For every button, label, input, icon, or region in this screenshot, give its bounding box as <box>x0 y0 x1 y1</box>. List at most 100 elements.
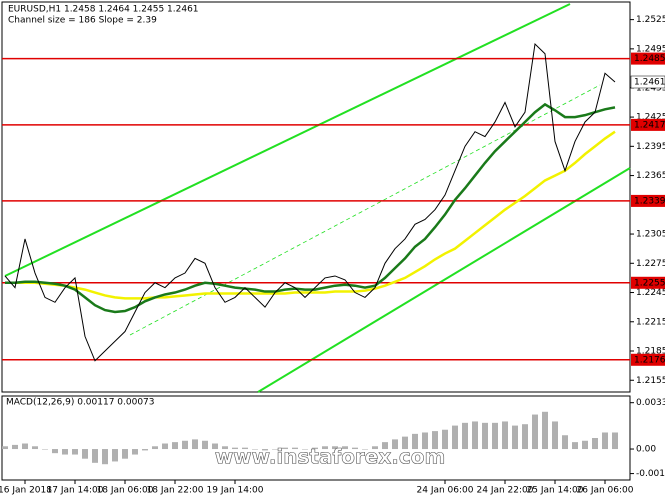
macd-bar <box>552 421 558 450</box>
macd-bar <box>32 446 38 450</box>
macd-panel <box>1 395 631 481</box>
macd-bar <box>242 447 248 450</box>
y-tick-label: 1.2455 <box>636 83 665 93</box>
macd-bar <box>542 411 548 450</box>
macd-bar <box>132 449 138 455</box>
plot: 1.2525 1.2495 1.2455 1.2425 1.2395 1.2365 1.23… <box>0 15 665 496</box>
macd-bar <box>262 449 268 451</box>
x-tick-label: 24 Jan 22:00 <box>477 486 534 496</box>
macd-bar <box>612 432 618 450</box>
level-label-box <box>631 276 665 289</box>
x-tick-label: 17 Jan 14:00 <box>47 486 104 496</box>
price-panel <box>1 1 631 393</box>
macd-bar <box>472 421 478 450</box>
macd-bar <box>222 446 228 450</box>
y-tick-label: 1.2275 <box>636 259 665 269</box>
macd-bar <box>312 447 318 450</box>
y-tick-label: 1.2395 <box>636 142 665 152</box>
x-tick-label: 25 Jan 14:00 <box>527 486 584 496</box>
macd-bar <box>372 446 378 450</box>
macd-bar <box>142 449 148 451</box>
macd-bar <box>382 442 388 450</box>
macd-bar <box>342 446 348 450</box>
y-tick-label: 1.2305 <box>636 230 665 240</box>
macd-bar <box>572 442 578 450</box>
macd-bar <box>52 449 58 454</box>
macd-bar <box>212 443 218 450</box>
macd-bar <box>322 446 328 450</box>
macd-bar <box>202 440 208 450</box>
x-tick-label: 18 Jan 06:00 <box>97 486 154 496</box>
last-price-box <box>630 75 665 89</box>
macd-bar <box>442 429 448 450</box>
macd-bar <box>412 433 418 450</box>
level-label: 1.2255 <box>634 278 665 288</box>
macd-bar <box>432 431 438 450</box>
level-label: 1.2417 <box>634 120 665 130</box>
macd-bar <box>122 449 128 459</box>
y-tick-label: 1.2525 <box>636 15 665 25</box>
macd-bar <box>482 422 488 450</box>
macd-bar <box>492 422 498 450</box>
level-label-box <box>631 118 665 131</box>
macd-bar <box>2 446 8 450</box>
macd-bar <box>22 443 28 450</box>
channel-upper <box>4 3 571 277</box>
macd-bar <box>82 449 88 459</box>
macd-bar <box>102 449 108 465</box>
y-tick-label: 1.2365 <box>636 171 665 181</box>
y-tick-label: 1.2155 <box>636 376 665 386</box>
macd-bar <box>152 446 158 450</box>
macd-tick-label: -0.00178 <box>636 469 665 479</box>
macd-bar <box>172 442 178 450</box>
x-tick-label: 19 Jan 14:00 <box>207 486 264 496</box>
level-label: 1.2339 <box>634 196 665 206</box>
macd-bar <box>392 439 398 450</box>
y-tick-label: 1.2185 <box>636 347 665 357</box>
macd-tick-label: 0.00 <box>636 445 656 455</box>
level-label: 1.2176 <box>634 355 665 365</box>
level-label-box <box>631 52 665 65</box>
macd-bar <box>422 432 428 450</box>
macd-bar <box>532 414 538 450</box>
macd-bar <box>462 422 468 450</box>
macd-bar <box>362 449 368 450</box>
macd-bar <box>452 425 458 450</box>
macd-bar <box>332 446 338 450</box>
macd-bar <box>62 449 68 455</box>
macd-bar <box>602 432 608 450</box>
macd-label: MACD(12,26,9) 0.00117 0.00073 <box>6 398 155 408</box>
last-price-label: 1.2461 <box>634 78 665 88</box>
level-label-box <box>631 353 665 366</box>
macd-bar <box>292 447 298 450</box>
macd-bar <box>162 443 168 450</box>
macd-bar <box>112 449 118 462</box>
macd-bar <box>502 421 508 450</box>
macd-bar <box>232 447 238 450</box>
y-tick-label: 1.2495 <box>636 44 665 54</box>
level-label-box <box>631 194 665 207</box>
macd-bar <box>402 436 408 450</box>
macd-bar <box>512 425 518 450</box>
macd-bar <box>302 449 308 450</box>
subtitle: Channel size = 186 Slope = 2.39 <box>8 16 157 26</box>
macd-bar <box>92 449 98 463</box>
macd-tick-label: 0.00336 <box>636 398 665 408</box>
macd-bar <box>352 447 358 450</box>
x-tick-label: 24 Jan 06:00 <box>417 486 474 496</box>
y-tick-label: 1.2425 <box>636 113 665 123</box>
macd-bar <box>272 449 278 450</box>
watermark: www.instaforex.com <box>215 445 446 469</box>
x-tick-label: 26 Jan 06:00 <box>577 486 634 496</box>
level-label: 1.2485 <box>634 54 665 64</box>
macd-bar <box>582 440 588 450</box>
macd-bar <box>72 449 78 455</box>
macd-bar <box>592 438 598 450</box>
x-tick-label: 16 Jan 2018 <box>0 486 52 496</box>
macd-bar <box>282 447 288 450</box>
price-line <box>4 42 616 362</box>
macd-bar <box>12 444 18 450</box>
macd-bar <box>562 435 568 450</box>
channel-lower <box>257 167 631 393</box>
